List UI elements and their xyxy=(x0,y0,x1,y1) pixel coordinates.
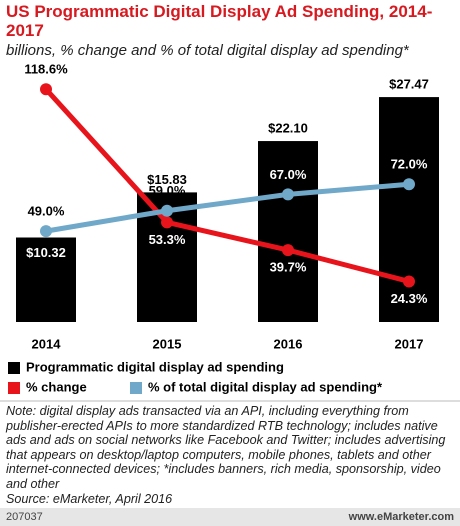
line xyxy=(44,87,410,284)
note: Note: digital display ads transacted via… xyxy=(6,404,446,491)
bar xyxy=(16,237,76,322)
data-label: $15.83 xyxy=(147,172,187,187)
data-label: 67.0% xyxy=(270,167,307,182)
marker xyxy=(40,83,52,96)
marker xyxy=(282,188,294,201)
legend-swatch xyxy=(8,382,20,394)
legend-label: Programmatic digital display ad spending xyxy=(26,359,284,374)
data-label: 39.7% xyxy=(270,260,307,275)
data-label: $22.10 xyxy=(268,120,308,135)
chart-title: US Programmatic Digital Display Ad Spend… xyxy=(6,2,433,40)
legend-swatch xyxy=(130,382,142,394)
x-tick-label: 2014 xyxy=(32,336,62,351)
data-label: $10.32 xyxy=(26,245,66,260)
line xyxy=(45,181,410,234)
x-tick-label: 2015 xyxy=(153,336,182,351)
marker xyxy=(40,225,52,238)
source: Source: eMarketer, April 2016 xyxy=(6,492,173,506)
data-label: 53.3% xyxy=(149,232,186,247)
data-label: 49.0% xyxy=(28,204,65,219)
data-label: 59.0% xyxy=(149,183,186,198)
marker xyxy=(161,204,173,217)
bar xyxy=(379,97,439,322)
website: www.eMarketer.com xyxy=(348,511,454,523)
chart-id: 207037 xyxy=(6,511,43,523)
x-tick-label: 2016 xyxy=(274,336,303,351)
marker xyxy=(403,178,415,191)
legend-label: % of total digital display ad spending* xyxy=(148,379,383,394)
marker xyxy=(161,216,173,229)
data-label: 118.6% xyxy=(24,62,68,77)
bar xyxy=(258,141,318,322)
footer: 207037 www.eMarketer.com xyxy=(0,508,460,526)
x-tick-label: 2017 xyxy=(395,336,424,351)
data-label: 24.3% xyxy=(391,291,428,306)
data-label: $27.47 xyxy=(389,77,429,92)
legend-label: % change xyxy=(26,379,87,394)
marker xyxy=(403,275,415,288)
chart-subtitle: billions, % change and % of total digita… xyxy=(6,42,409,59)
data-label: 72.0% xyxy=(391,157,428,172)
marker xyxy=(282,244,294,257)
legend-swatch xyxy=(8,362,20,374)
